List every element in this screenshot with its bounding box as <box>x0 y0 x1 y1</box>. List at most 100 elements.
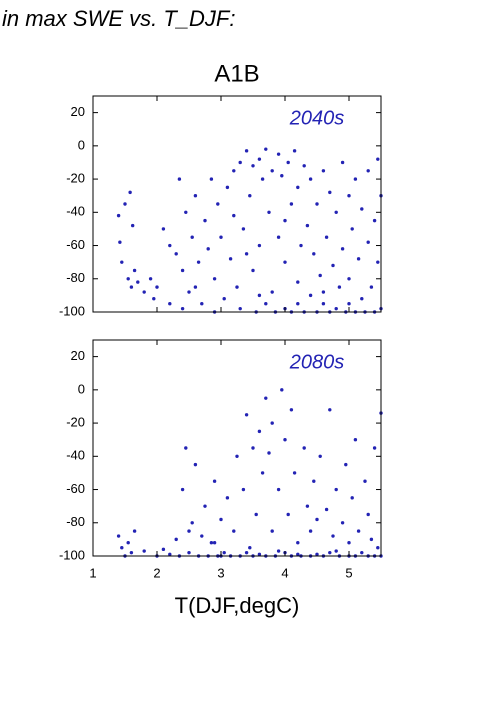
point <box>187 290 191 294</box>
point <box>130 223 135 228</box>
point <box>257 429 262 434</box>
point <box>257 552 262 557</box>
point <box>248 545 252 550</box>
point <box>308 529 313 533</box>
point <box>168 301 172 306</box>
point <box>200 534 204 538</box>
point <box>283 260 287 264</box>
point <box>305 223 310 228</box>
point <box>116 213 121 218</box>
point <box>232 529 236 533</box>
point <box>257 293 262 298</box>
point <box>289 202 294 206</box>
point <box>280 388 284 392</box>
point <box>308 293 313 298</box>
x-tick-label: 2 <box>153 565 160 580</box>
point <box>270 421 274 425</box>
point <box>267 451 271 455</box>
y-tick-label: -40 <box>66 204 85 219</box>
point <box>254 512 258 517</box>
point <box>369 537 374 542</box>
point <box>366 169 370 173</box>
point <box>155 285 159 289</box>
point <box>174 537 178 542</box>
point <box>340 521 345 525</box>
point <box>270 529 274 533</box>
point <box>264 147 268 151</box>
point <box>212 479 217 483</box>
point <box>241 487 246 492</box>
point <box>347 277 351 281</box>
point <box>308 177 313 181</box>
y-tick-label: 0 <box>78 137 85 152</box>
point <box>324 507 329 512</box>
point <box>187 529 191 533</box>
point <box>296 280 300 284</box>
point <box>289 408 294 412</box>
point <box>232 169 236 173</box>
point <box>366 512 370 517</box>
point <box>296 552 300 557</box>
point <box>238 306 242 311</box>
point <box>129 285 134 289</box>
panel-label: 2040s <box>289 107 345 129</box>
point <box>128 190 132 195</box>
point <box>238 160 242 165</box>
point <box>222 297 226 301</box>
point <box>296 541 300 545</box>
point <box>257 243 262 248</box>
point <box>187 550 191 555</box>
point <box>244 550 249 555</box>
point <box>116 534 121 538</box>
point <box>193 462 198 467</box>
point <box>344 462 348 467</box>
y-tick-label: -20 <box>66 415 85 430</box>
point <box>129 550 134 555</box>
point <box>299 243 303 248</box>
point <box>264 396 268 400</box>
y-tick-label: -60 <box>66 237 85 252</box>
point <box>347 301 351 306</box>
point <box>280 174 284 178</box>
point <box>302 164 306 168</box>
y-tick-label: 0 <box>78 381 85 396</box>
point <box>283 218 287 223</box>
plot-frame <box>92 95 382 313</box>
point <box>174 252 178 256</box>
point <box>276 235 281 239</box>
point <box>118 240 122 244</box>
point <box>350 496 354 500</box>
y-tick-label: -60 <box>66 481 85 496</box>
point <box>123 202 127 206</box>
point <box>270 290 274 294</box>
point <box>152 297 156 301</box>
x-tick-label: 3 <box>217 565 224 580</box>
point <box>142 290 146 294</box>
point <box>180 268 185 273</box>
point <box>372 218 377 223</box>
point <box>203 218 207 223</box>
point <box>251 164 255 168</box>
point <box>193 193 198 198</box>
point <box>305 504 310 508</box>
point <box>331 263 335 268</box>
panel-label: 2080s <box>289 351 345 373</box>
point <box>318 273 322 278</box>
point <box>350 227 354 231</box>
point <box>312 252 316 256</box>
point <box>315 517 319 522</box>
point <box>260 177 265 181</box>
point <box>321 290 326 294</box>
point <box>283 437 287 442</box>
point <box>296 301 300 306</box>
point <box>376 157 380 161</box>
x-axis-label: T(DJF,degC) <box>175 593 300 618</box>
point <box>312 479 316 483</box>
point <box>212 277 217 281</box>
point <box>340 247 345 251</box>
point <box>190 235 194 239</box>
point <box>315 202 319 206</box>
point <box>331 534 335 538</box>
point <box>209 177 214 181</box>
